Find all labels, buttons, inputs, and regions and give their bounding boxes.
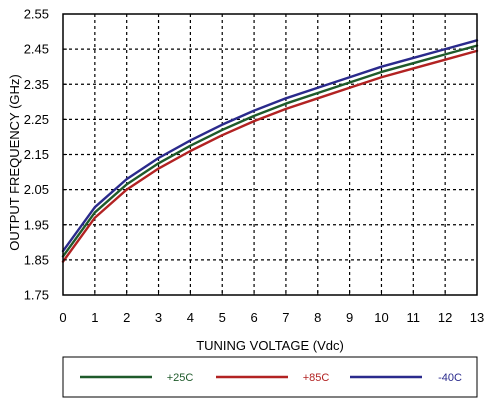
y-tick-label: 2.15 xyxy=(24,147,49,162)
y-tick-label: 2.05 xyxy=(24,182,49,197)
y-tick-label: 2.25 xyxy=(24,112,49,127)
x-tick-label: 13 xyxy=(470,310,484,325)
x-tick-label: 6 xyxy=(250,310,257,325)
x-tick-label: 5 xyxy=(219,310,226,325)
grid-layer xyxy=(63,14,477,295)
x-tick-label: 0 xyxy=(59,310,66,325)
y-tick-label: 1.95 xyxy=(24,217,49,232)
tick-layer: 0 1 2 3 4 5 6 7 8 9 10 11 12 131.751.851.952.052.152.… xyxy=(24,7,485,326)
series-line-25c xyxy=(61,44,479,258)
x-tick-label: 11 xyxy=(407,310,421,325)
y-tick-label: 2.35 xyxy=(24,77,49,92)
y-tick-label: 2.55 xyxy=(24,7,49,22)
x-tick-label: 2 xyxy=(123,310,130,325)
legend-label-85c: +85C xyxy=(303,372,330,384)
x-tick-label: 7 xyxy=(282,310,289,325)
x-tick-label: 12 xyxy=(438,310,452,325)
legend-box xyxy=(62,356,478,398)
series-layer xyxy=(61,39,479,263)
x-tick-label: 8 xyxy=(314,310,321,325)
x-tick-label: 3 xyxy=(155,310,162,325)
y-axis-title: OUTPUT FREQUENCY (GHz) xyxy=(7,74,22,250)
legend-label-40c: -40C xyxy=(438,372,462,384)
y-tick-label: 2.45 xyxy=(24,42,49,57)
x-tick-label: 9 xyxy=(346,310,353,325)
x-tick-label: 1 xyxy=(91,310,98,325)
legend: +25C +85C -40C xyxy=(80,372,462,384)
series-line-40c xyxy=(61,39,479,253)
series-line-85c xyxy=(61,49,479,263)
x-tick-label: 10 xyxy=(374,310,388,325)
x-tick-label: 4 xyxy=(187,310,194,325)
x-axis-title: TUNING VOLTAGE (Vdc) xyxy=(196,338,344,353)
y-tick-label: 1.75 xyxy=(24,288,49,303)
y-tick-label: 1.85 xyxy=(24,252,49,267)
legend-label-25c: +25C xyxy=(167,372,194,384)
